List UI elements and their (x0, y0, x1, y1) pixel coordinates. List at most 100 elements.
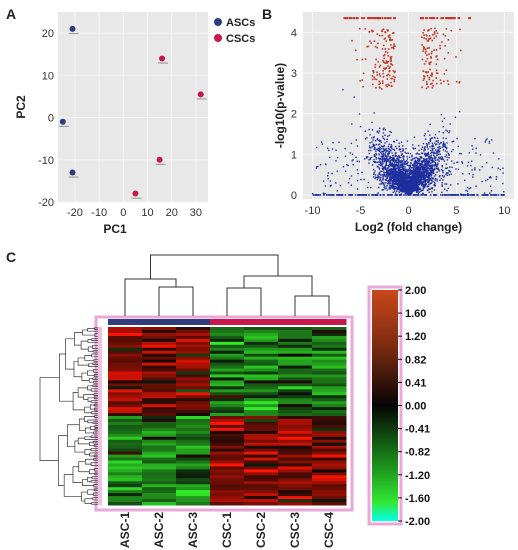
volcano-point (378, 149, 380, 152)
volcano-point (385, 150, 388, 152)
volcano-point (424, 164, 426, 166)
volcano-point (424, 168, 427, 171)
heatmap-cell (176, 481, 211, 485)
volcano-point (380, 170, 382, 172)
heatmap-cell (244, 380, 279, 384)
volcano-point (437, 139, 439, 142)
volcano-point-significant (386, 85, 388, 88)
volcano-point (428, 161, 431, 163)
volcano-point (414, 183, 417, 186)
volcano-point (434, 163, 437, 165)
volcano-point (422, 178, 425, 181)
volcano-point (497, 167, 499, 169)
volcano-point (401, 153, 403, 156)
volcano-point-significant (391, 77, 394, 80)
volcano-point (364, 138, 367, 140)
volcano-point (441, 146, 444, 149)
volcano-point (324, 185, 327, 187)
heatmap-cell (278, 374, 313, 378)
heatmap-cell (176, 332, 211, 337)
volcano-point-significant (378, 66, 381, 68)
heatmap-cell (278, 380, 313, 384)
volcano-point-significant (394, 17, 397, 20)
volcano-point (397, 184, 399, 186)
volcano-point (357, 172, 359, 175)
volcano-point-significant (443, 73, 446, 75)
volcano-point-significant (378, 83, 380, 86)
volcano-point-significant (374, 66, 377, 69)
volcano-point (424, 152, 426, 155)
volcano-point (431, 159, 434, 161)
volcano-point (416, 181, 418, 184)
volcano-point (398, 174, 400, 176)
volcano-point (377, 132, 380, 134)
volcano-point (393, 167, 395, 169)
heatmap-cell (142, 327, 177, 331)
volcano-point (393, 176, 396, 178)
volcano-point (445, 163, 448, 165)
heatmap-cell (244, 496, 279, 500)
volcano-point (382, 151, 385, 153)
volcano-point (404, 189, 406, 191)
volcano-point (396, 188, 399, 190)
volcano-point (444, 188, 446, 190)
volcano-point-significant (425, 81, 428, 83)
heatmap-cell (210, 481, 245, 485)
volcano-point (502, 167, 504, 170)
heatmap-cell (312, 451, 347, 456)
volcano-point (408, 185, 411, 188)
volcano-point (425, 142, 428, 145)
volcano-point (391, 176, 393, 179)
volcano-point (387, 135, 389, 137)
volcano-point (443, 145, 445, 148)
volcano-point (383, 184, 386, 186)
volcano-point (429, 139, 432, 141)
volcano-point (418, 168, 420, 171)
volcano-point (423, 178, 425, 181)
volcano-point (426, 146, 428, 148)
volcano-point (432, 177, 434, 179)
legend-label-ascs: ASCs (226, 17, 255, 29)
pca-plot-area (58, 12, 208, 202)
heatmap-cell (210, 350, 245, 355)
volcano-point (377, 149, 379, 151)
volcano-point (403, 156, 405, 158)
volcano-point (416, 187, 418, 189)
heatmap-cell (108, 475, 143, 479)
volcano-point-significant (431, 82, 433, 85)
volcano-point (401, 190, 404, 193)
heatmap-cell (312, 424, 347, 429)
volcano-point (373, 176, 375, 178)
dendrogram-branch (90, 426, 95, 430)
volcano-point (399, 161, 401, 163)
volcano-point (434, 142, 436, 144)
dendrogram-branch (85, 427, 94, 434)
volcano-point (402, 165, 405, 168)
heatmap-cell (312, 338, 347, 343)
dendrogram-branch (87, 385, 93, 391)
volcano-point (350, 184, 353, 186)
volcano-point (373, 158, 375, 161)
volcano-point (472, 176, 474, 178)
heatmap-cell (108, 442, 143, 447)
volcano-point (429, 171, 431, 174)
volcano-point (391, 169, 393, 171)
heatmap-cell (108, 499, 143, 503)
volcano-point (404, 174, 406, 177)
volcano-point (397, 168, 400, 170)
volcano-point (413, 188, 415, 190)
volcano-point (390, 131, 393, 134)
volcano-point (499, 168, 502, 171)
volcano-point (426, 166, 428, 168)
volcano-point-significant (376, 74, 378, 76)
volcano-point (373, 145, 375, 148)
volcano-point (323, 194, 325, 196)
volcano-point (393, 159, 395, 161)
volcano-point (421, 182, 423, 185)
volcano-point (398, 142, 400, 144)
heatmap-cell (244, 371, 279, 375)
legend-label-cscs: CSCs (226, 33, 255, 45)
volcano-point (492, 194, 495, 196)
heatmap-cell (176, 445, 211, 450)
heatmap-cell (278, 383, 313, 387)
